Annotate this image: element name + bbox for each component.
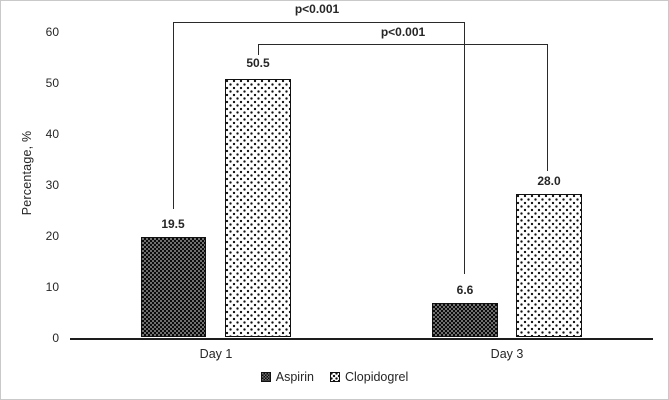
significance-bracket-2-right-leg <box>547 44 548 171</box>
bar-clopidogrel-day3 <box>516 194 582 337</box>
bar-value-label-aspirin-day1: 19.5 <box>161 217 185 231</box>
legend-item-aspirin: Aspirin <box>260 370 314 384</box>
legend: Aspirin Clopidogrel <box>1 370 668 384</box>
x-category-day1: Day 1 <box>199 347 233 361</box>
legend-item-clopidogrel: Clopidogrel <box>329 370 409 384</box>
y-tick-0: 0 <box>52 331 59 345</box>
legend-label-clopidogrel: Clopidogrel <box>344 370 409 384</box>
p-value-label-2: p<0.001 <box>358 26 448 39</box>
y-tick-40: 40 <box>45 127 59 141</box>
p-value-label-1: p<0.001 <box>272 3 362 16</box>
significance-bracket-1-left-leg <box>173 22 174 209</box>
bar-clopidogrel-day1 <box>225 79 291 337</box>
y-axis-title: Percentage, % <box>20 130 34 216</box>
bar-value-label-clopidogrel-day1: 50.5 <box>246 56 270 70</box>
clopidogrel-pattern-swatch <box>329 372 340 382</box>
y-tick-30: 30 <box>45 178 59 192</box>
bar-value-label-clopidogrel-day3: 28.0 <box>537 174 561 188</box>
bar-aspirin-day3 <box>432 303 498 337</box>
significance-bracket-2-horizontal <box>258 44 548 45</box>
y-tick-10: 10 <box>45 280 59 294</box>
significance-bracket-1-horizontal <box>173 22 465 23</box>
aspirin-pattern-swatch <box>260 372 271 382</box>
bar-aspirin-day1 <box>141 237 206 337</box>
y-tick-50: 50 <box>45 76 59 90</box>
bar-value-label-aspirin-day3: 6.6 <box>456 283 474 297</box>
x-axis-line <box>70 338 653 340</box>
y-tick-20: 20 <box>45 229 59 243</box>
legend-label-aspirin: Aspirin <box>275 370 314 384</box>
x-category-day3: Day 3 <box>490 347 524 361</box>
significance-bracket-1-right-leg <box>464 22 465 274</box>
significance-bracket-2-left-leg <box>258 44 259 55</box>
y-tick-60: 60 <box>45 25 59 39</box>
